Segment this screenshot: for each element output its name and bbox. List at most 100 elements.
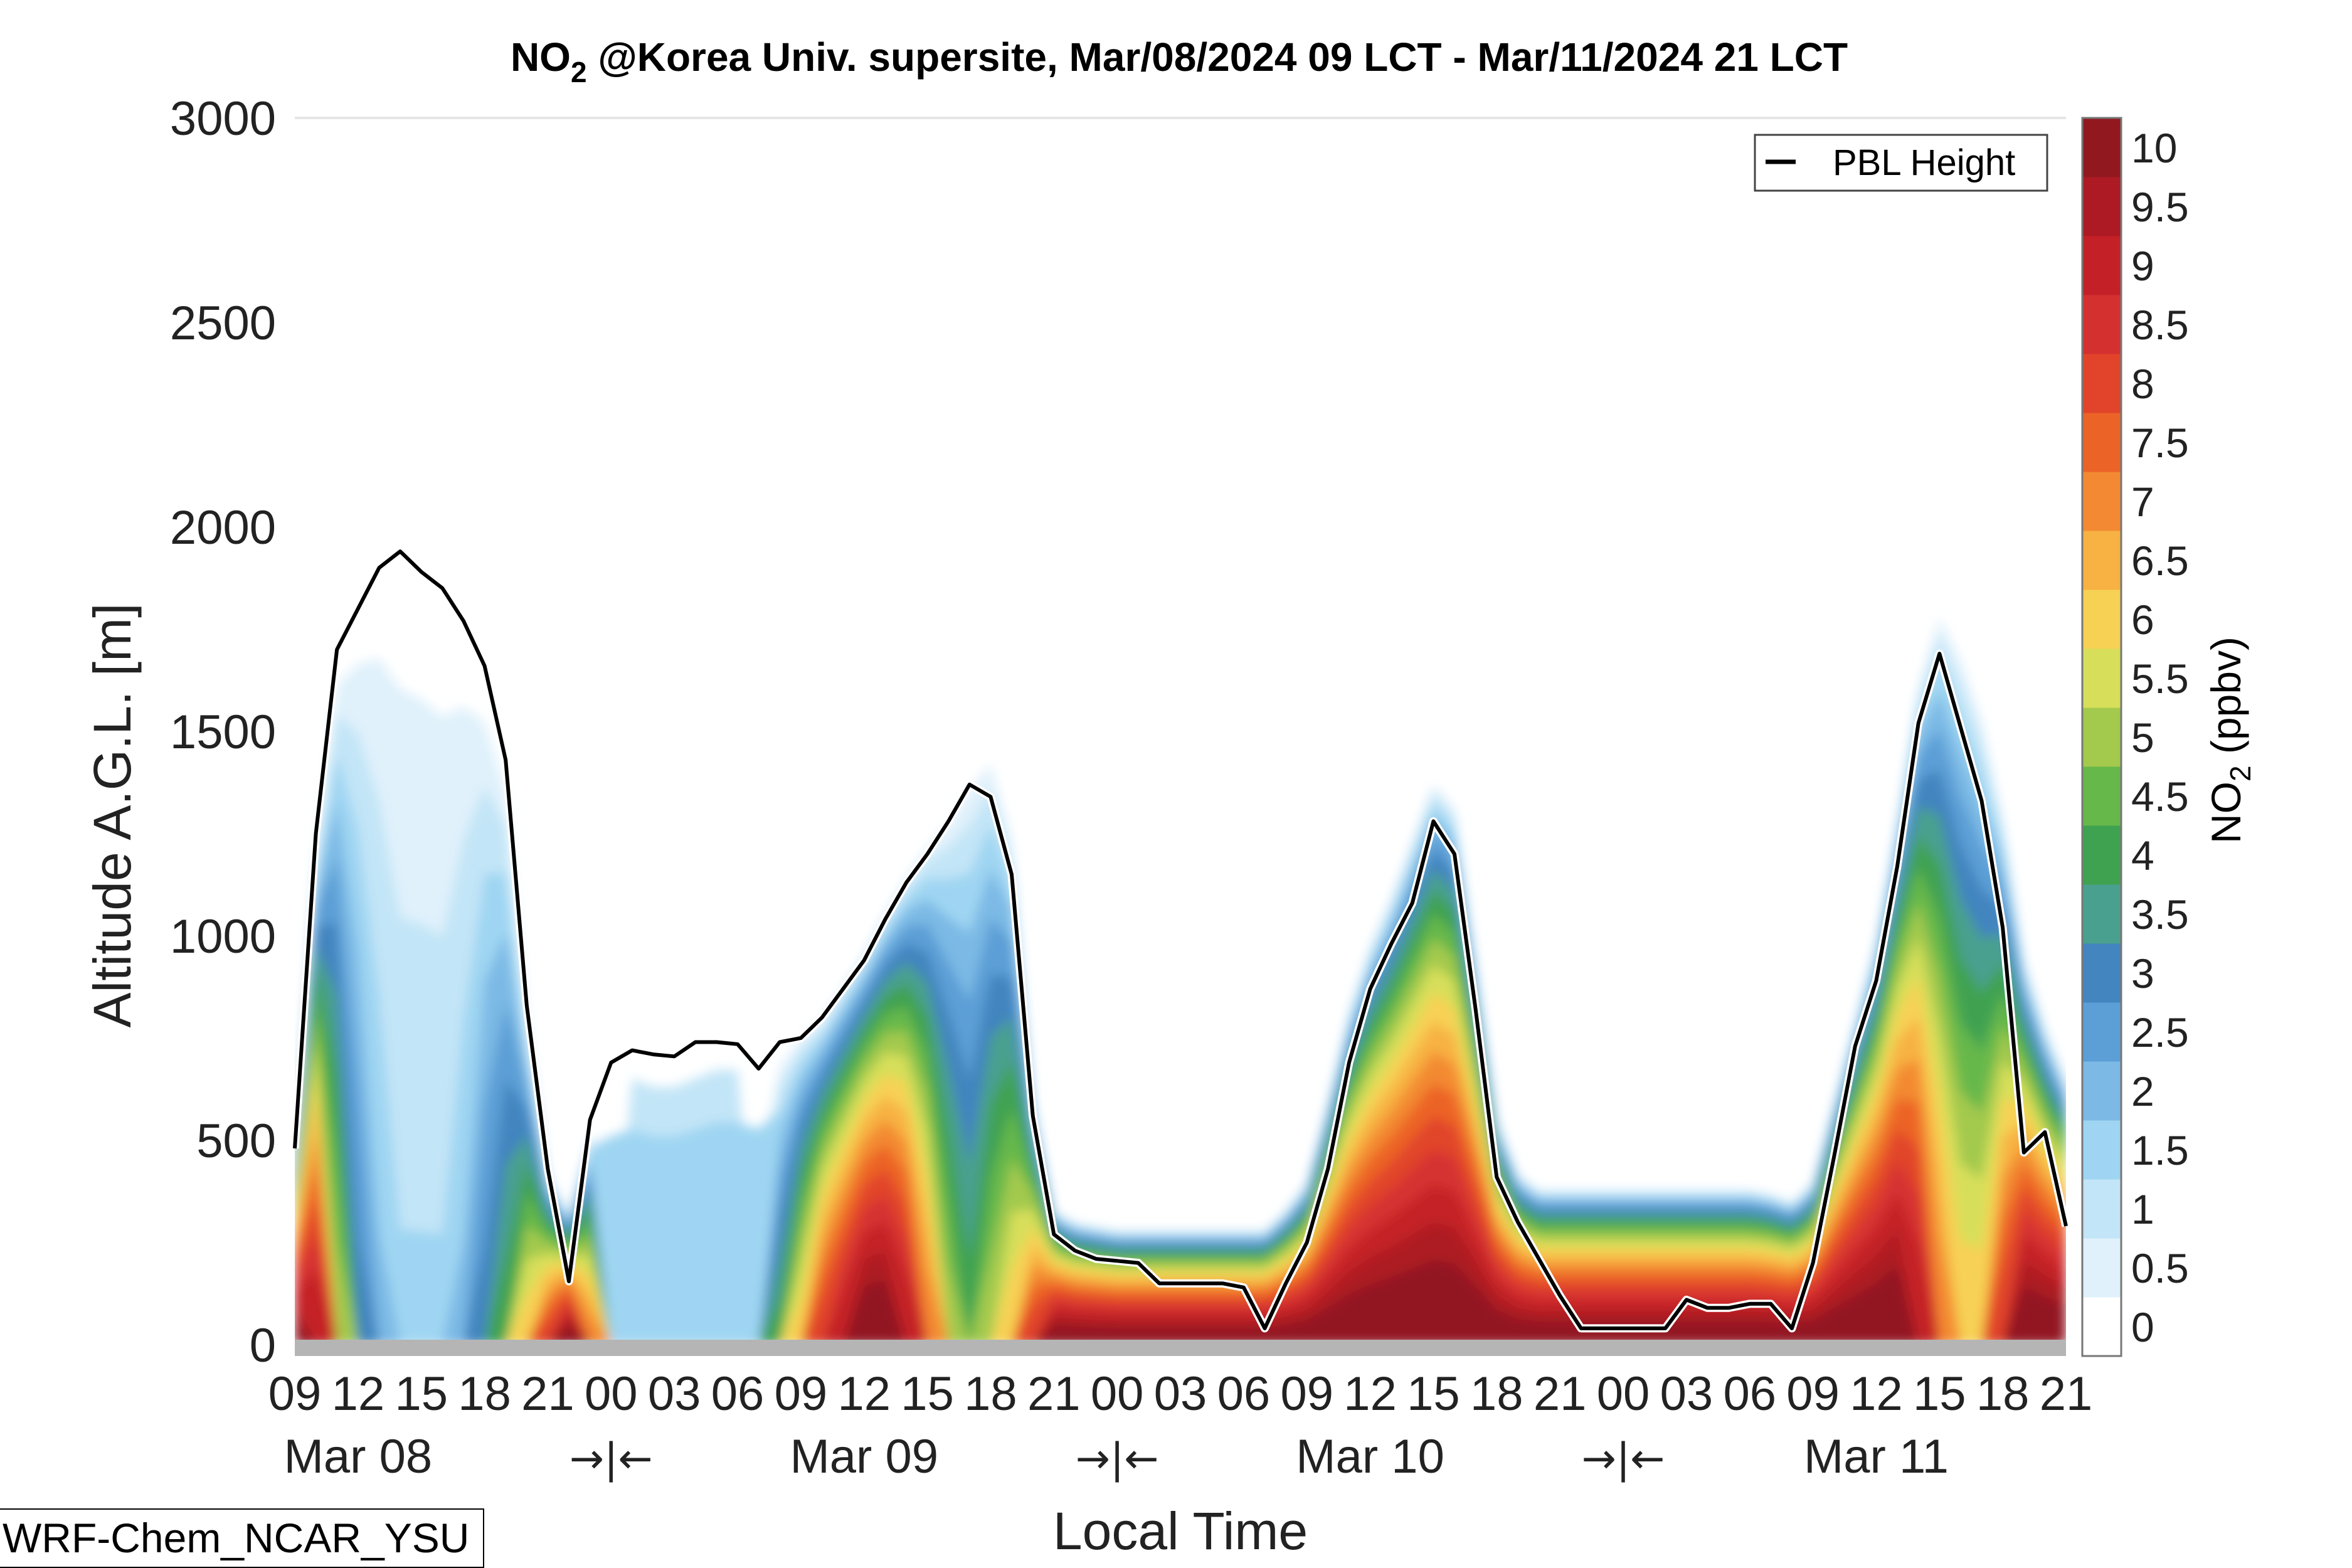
contour-band-6 xyxy=(295,977,2066,1345)
colorbar-tick-label: 1.5 xyxy=(2131,1127,2189,1173)
x-tick-label: 09 xyxy=(1280,1367,1333,1421)
colorbar-tick-label: 2 xyxy=(2131,1068,2154,1115)
colorbar-swatch xyxy=(2082,531,2121,590)
x-tick-label: 12 xyxy=(332,1367,385,1421)
contour-bands xyxy=(295,618,2066,1345)
colorbar-label-subscript: 2 xyxy=(2224,765,2257,781)
colorbar-tick-label: 6.5 xyxy=(2131,538,2189,584)
colorbar-tick-label: 8 xyxy=(2131,361,2154,407)
x-tick-label: 15 xyxy=(395,1367,448,1421)
chart-title-suffix: @Korea Univ. supersite, Mar/08/2024 09 L… xyxy=(587,34,1848,80)
day-separator: →|← xyxy=(569,1434,653,1483)
colorbar-tick-label: 3 xyxy=(2131,950,2154,997)
day-label: Mar 11 xyxy=(1804,1430,1949,1483)
x-tick-label: 12 xyxy=(837,1367,891,1421)
x-tick-label: 15 xyxy=(1913,1367,1966,1421)
y-tick-label: 1500 xyxy=(170,706,276,759)
chart-title-subscript: 2 xyxy=(571,56,587,88)
x-tick-label: 18 xyxy=(458,1367,511,1421)
x-tick-label: 03 xyxy=(1660,1367,1714,1421)
colorbar-tick-label: 5 xyxy=(2131,714,2154,761)
day-label: Mar 10 xyxy=(1296,1430,1444,1483)
colorbar-tick-label: 1 xyxy=(2131,1186,2154,1232)
colorbar-swatch xyxy=(2082,1238,2121,1298)
colorbar-swatch xyxy=(2082,1297,2121,1357)
x-tick-label: 21 xyxy=(1027,1367,1081,1421)
x-tick-label: 09 xyxy=(775,1367,828,1421)
day-label: Mar 09 xyxy=(790,1430,938,1483)
colorbar-swatch xyxy=(2082,590,2121,649)
x-tick-label: 00 xyxy=(1597,1367,1650,1421)
no2-contour-field xyxy=(295,618,2066,1345)
chart-title: NO2 @Korea Univ. supersite, Mar/08/2024 … xyxy=(511,34,1848,88)
colorbar-swatch xyxy=(2082,1061,2121,1121)
colorbar-tick-label: 8.5 xyxy=(2131,302,2189,348)
colorbar-tick-label: 9.5 xyxy=(2131,184,2189,230)
x-tick-label: 18 xyxy=(1470,1367,1523,1421)
colorbar-tick-label: 4 xyxy=(2131,832,2154,879)
colorbar-swatch xyxy=(2082,354,2121,413)
colorbar-swatch xyxy=(2082,649,2121,708)
x-tick-label: 12 xyxy=(1850,1367,1903,1421)
colorbar-tick-label: 2.5 xyxy=(2131,1009,2189,1056)
colorbar-tick-label: 7 xyxy=(2131,479,2154,525)
chart-title-prefix: NO xyxy=(511,34,571,80)
colorbar-swatch xyxy=(2082,766,2121,826)
contour-band-5.5 xyxy=(295,938,2066,1345)
contour-band-10 xyxy=(295,1260,2066,1345)
y-tick-label: 1000 xyxy=(170,910,276,963)
colorbar-swatch xyxy=(2082,472,2121,531)
x-axis: 09 12 15 18 21 00 03 06 09 12 15 18 21 00 03 06 09 12 15 18… xyxy=(268,1367,2093,1483)
y-tick-label: 2000 xyxy=(170,501,276,554)
colorbar-tick-label: 5.5 xyxy=(2131,655,2189,702)
colorbar-swatch xyxy=(2082,825,2121,885)
colorbar-swatch xyxy=(2082,295,2121,354)
colorbar-tick-label: 0 xyxy=(2131,1304,2154,1350)
contour-band-6.5 xyxy=(295,1017,2066,1345)
x-tick-label: 09 xyxy=(268,1367,322,1421)
colorbar-border xyxy=(2081,117,2122,1357)
colorbar-label-prefix: NO xyxy=(2203,781,2249,844)
colorbar-swatch xyxy=(2082,884,2121,944)
x-tick-label: 00 xyxy=(1091,1367,1144,1421)
contour-band-9.5 xyxy=(295,1222,2066,1345)
colorbar-tick-label: 9 xyxy=(2131,243,2154,289)
x-tick-label: 06 xyxy=(1723,1367,1776,1421)
model-label: WRF-Chem_NCAR_YSU xyxy=(0,1508,484,1568)
x-tick-label: 21 xyxy=(521,1367,575,1421)
colorbar: 0 0.5 1 1.5 2 2.5 3 3.5 4 4.5 5 5.5 6 6.5 7 7.5 8 8.5 9 9.5… xyxy=(2081,117,2189,1357)
x-tick-label: 18 xyxy=(1976,1367,2030,1421)
contour-band-9 xyxy=(295,1185,2066,1345)
x-tick-label: 00 xyxy=(585,1367,638,1421)
x-tick-label: 12 xyxy=(1343,1367,1397,1421)
x-tick-label: 21 xyxy=(1534,1367,1587,1421)
x-tick-label: 09 xyxy=(1786,1367,1840,1421)
colorbar-tick-label: 10 xyxy=(2131,125,2177,171)
x-tick-label: 06 xyxy=(1217,1367,1271,1421)
colorbar-tick-label: 7.5 xyxy=(2131,420,2189,466)
contour-band-1.5 xyxy=(295,662,2066,1345)
colorbar-tick-label: 0.5 xyxy=(2131,1245,2189,1291)
colorbar-swatch xyxy=(2082,118,2121,177)
colorbar-swatch xyxy=(2082,177,2121,236)
day-label: Mar 08 xyxy=(284,1430,433,1483)
x-axis-label: Local Time xyxy=(1053,1502,1308,1560)
colorbar-tick-label: 4.5 xyxy=(2131,773,2189,820)
colorbar-tick-label: 6 xyxy=(2131,596,2154,643)
colorbar-swatch xyxy=(2082,1120,2121,1180)
x-tick-label: 03 xyxy=(1154,1367,1207,1421)
y-axis: 0 500 1000 1500 2000 2500 3000 xyxy=(170,92,276,1372)
colorbar-swatch xyxy=(2082,943,2121,1003)
x-tick-label: 06 xyxy=(711,1367,765,1421)
contour-band-8.5 xyxy=(295,1150,2066,1345)
contour-band-8 xyxy=(295,1116,2066,1345)
day-separator: →|← xyxy=(1076,1434,1159,1483)
y-tick-label: 0 xyxy=(250,1319,276,1372)
legend-box xyxy=(1754,134,2048,192)
x-tick-label: 18 xyxy=(964,1367,1017,1421)
y-axis-label: Altitude A.G.L. [m] xyxy=(83,603,142,1028)
colorbar-swatch xyxy=(2082,1179,2121,1239)
contour-band-7.5 xyxy=(295,1083,2066,1345)
contour-band-5 xyxy=(295,902,2066,1345)
